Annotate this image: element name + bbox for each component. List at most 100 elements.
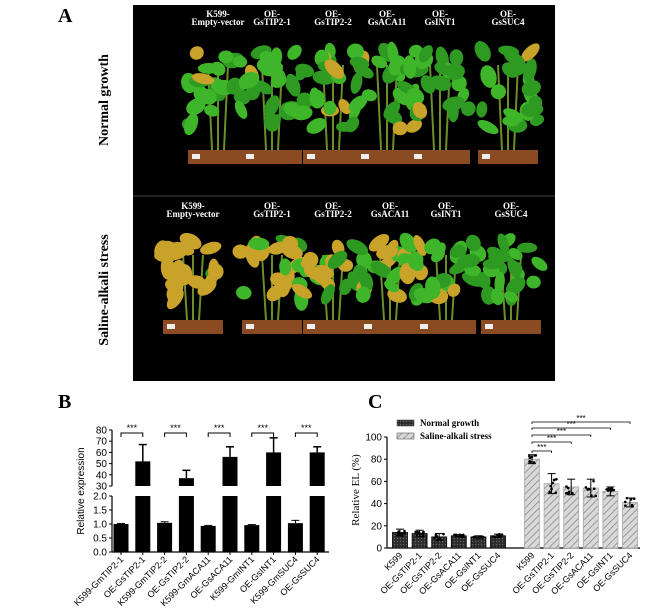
y-tick-label: 60 [371, 477, 383, 488]
plant-leaf [504, 291, 518, 303]
bar [266, 452, 282, 486]
plant-leaf [431, 249, 445, 263]
plant-leaf [303, 265, 323, 281]
significance-label: *** [547, 434, 556, 443]
plant-leaf [259, 51, 277, 63]
significance-bracket [120, 432, 144, 437]
plant-leaf [503, 108, 524, 123]
data-point [592, 487, 596, 490]
plant-leaf [191, 73, 215, 85]
plant-label-line2: GsINT1 [424, 17, 456, 27]
pot-tag [364, 324, 372, 329]
row-label-stress: Saline-alkali stress [97, 234, 112, 346]
plant-leaf [399, 232, 418, 253]
plant-leaf [323, 100, 337, 116]
significance-bracket [294, 432, 318, 437]
plant-leaf [285, 75, 298, 91]
plant-leaf [465, 234, 481, 252]
plant-leaf [186, 98, 206, 115]
plant-label-line1: OE- [264, 201, 280, 211]
significance-label: *** [214, 423, 225, 433]
plant-leaf [157, 244, 179, 258]
data-point [566, 486, 570, 490]
data-point [571, 491, 574, 495]
y-tick-label: 30 [96, 482, 108, 493]
plant-leaf [507, 258, 521, 278]
plant-label-line2: GsSUC4 [491, 17, 525, 27]
plant-leaf [295, 63, 315, 78]
data-point [528, 460, 531, 463]
plant-leaf [506, 276, 526, 296]
bar [524, 458, 540, 549]
plant-leaf [355, 286, 371, 303]
significance-bracket [531, 421, 631, 424]
plant-leaf [477, 271, 491, 289]
plant-leaf [480, 65, 497, 88]
y-tick-label: 80 [371, 455, 383, 466]
y-tick-label: 60 [96, 448, 108, 459]
plant-label-line2: GsTIP2-2 [314, 17, 352, 27]
plant-leaf [184, 113, 199, 136]
bar [113, 524, 129, 552]
plant-label-line2: GsTIP2-1 [253, 17, 291, 27]
plant-leaf [457, 253, 481, 268]
panel-c-letter: C [368, 391, 382, 413]
data-point [434, 534, 438, 538]
plant-leaf [232, 55, 248, 68]
plant-leaf [508, 248, 523, 261]
plant-leaf [392, 121, 408, 136]
plant-label-line2: GsACA11 [371, 209, 410, 219]
plant-label-line1: OE- [500, 9, 516, 19]
data-point [586, 488, 589, 491]
plant-label-line2: GsTIP2-1 [253, 209, 291, 219]
plant-stem [223, 64, 229, 151]
plant-label-line1: OE- [325, 9, 341, 19]
y-tick-label: 80 [96, 426, 108, 437]
data-point [564, 491, 568, 495]
plant-leaf [320, 284, 335, 305]
significance-label: *** [257, 423, 268, 433]
plant-leaf [412, 102, 428, 119]
plant-leaf [413, 235, 427, 256]
plant-leaf [291, 105, 313, 121]
pot-tag [167, 324, 175, 329]
significance-bracket [531, 434, 592, 437]
plant-leaf [521, 43, 540, 62]
plant-stem [513, 64, 519, 151]
plant-leaf [425, 276, 441, 299]
plant-pot [303, 320, 363, 334]
plant-leaf [309, 89, 325, 109]
legend-swatch [396, 432, 415, 440]
plant-label-line2: GsTIP2-2 [314, 209, 352, 219]
plant-leaf [353, 265, 368, 280]
plant-label-line2: GsACA11 [368, 17, 407, 27]
data-point [403, 529, 406, 533]
data-point [461, 533, 465, 537]
bar [178, 478, 194, 486]
significance-bracket [531, 441, 572, 444]
data-point [555, 477, 558, 481]
plant-pot [410, 150, 470, 164]
bar-lower-segment [178, 496, 194, 552]
panel-b-letter: B [58, 391, 71, 413]
significance-label: *** [537, 443, 546, 452]
plant-stem [497, 64, 503, 151]
plant-label-line2: GsINT1 [430, 209, 462, 219]
bar-lower-segment [135, 496, 151, 552]
data-point [433, 536, 436, 539]
data-point [565, 485, 568, 488]
plant-leaf [238, 71, 260, 89]
data-point [552, 478, 556, 482]
bar [222, 456, 238, 486]
data-point [623, 504, 627, 507]
plant-leaf [254, 80, 273, 95]
plant-leaf [345, 116, 360, 133]
significance-bracket [164, 432, 187, 437]
bar [622, 502, 638, 549]
pot-tag [420, 324, 428, 329]
data-point [528, 454, 531, 458]
data-point [528, 456, 532, 460]
plant-leaf [232, 244, 249, 259]
plant-leaf [517, 242, 538, 253]
plant-leaf [350, 72, 363, 94]
